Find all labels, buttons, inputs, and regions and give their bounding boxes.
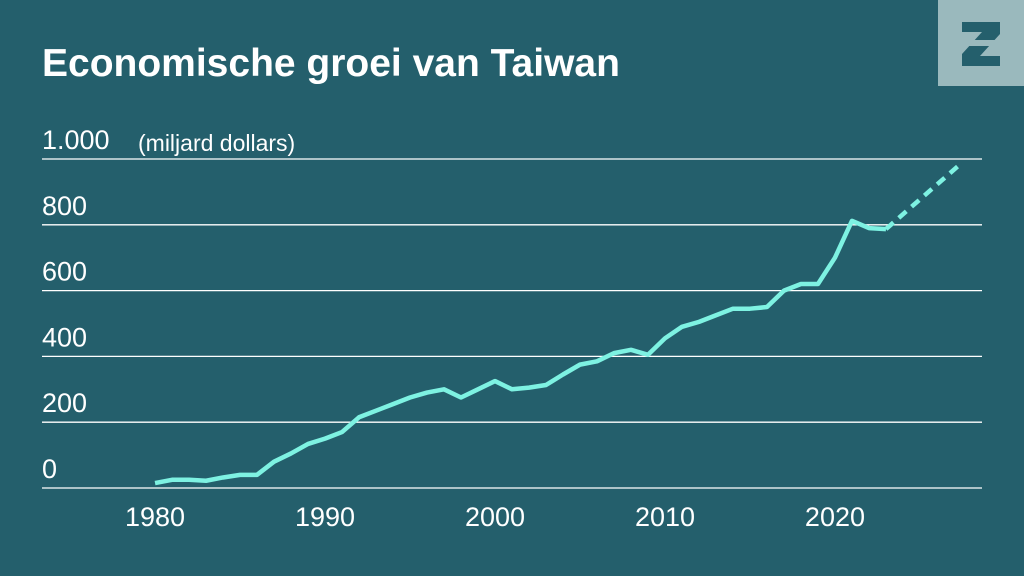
x-tick-label: 2000 (465, 502, 525, 532)
x-tick-label: 2020 (805, 502, 865, 532)
chart-title: Economische groei van Taiwan (42, 42, 620, 85)
logo-stripe (958, 40, 1004, 46)
y-tick-label: 0 (42, 454, 57, 484)
y-axis-label: (miljard dollars) (138, 130, 295, 156)
y-tick-label: 400 (42, 322, 87, 352)
x-tick-label: 1990 (295, 502, 355, 532)
y-tick-label: 800 (42, 191, 87, 221)
x-tick-label: 2010 (635, 502, 695, 532)
x-tick-label: 1980 (125, 502, 185, 532)
data-line (154, 218, 887, 486)
y-tick-label: 1.000 (42, 125, 110, 155)
logo (938, 0, 1024, 86)
y-tick-label: 600 (42, 257, 87, 287)
y-tick-label: 200 (42, 388, 87, 418)
